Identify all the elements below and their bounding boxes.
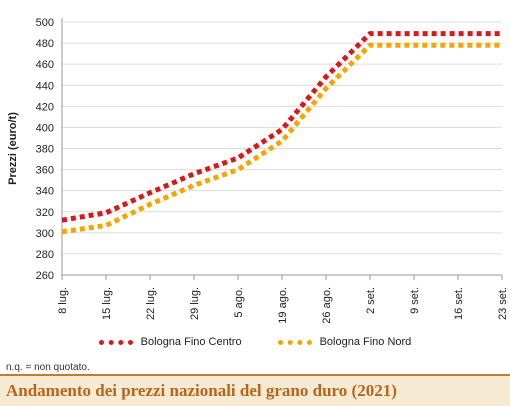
legend-item-centro: Bologna Fino Centro [98, 336, 242, 348]
x-tick-label: 15 lug. [101, 287, 113, 320]
legend-label-nord: Bologna Fino Nord [319, 336, 412, 348]
y-tick-label: 340 [36, 186, 54, 198]
legend-label-centro: Bologna Fino Centro [140, 336, 242, 348]
y-tick-label: 280 [36, 249, 54, 261]
footnote: n.q. = non quotato. [6, 362, 90, 373]
y-tick-label: 480 [36, 38, 54, 50]
y-tick-label: 420 [36, 101, 54, 113]
x-tick-label: 9 set. [409, 287, 421, 314]
x-tick-label: 23 set. [497, 287, 509, 320]
series-line-0 [61, 31, 502, 223]
y-tick-label: 500 [36, 17, 54, 29]
legend-item-nord: Bologna Fino Nord [277, 336, 412, 348]
line-chart: 260 280 300 320 340 360 380 400 420 440 460 480 500 8… [7, 17, 509, 324]
series-line-1 [61, 42, 502, 235]
x-tick-label: 29 lug. [189, 287, 201, 320]
x-tick-label: 26 ago. [321, 287, 333, 324]
x-tick-label: 2 set. [365, 287, 377, 314]
y-tick-label: 300 [36, 228, 54, 240]
legend: Bologna Fino Centro Bologna Fino Nord [0, 330, 510, 354]
y-tick-label: 440 [36, 80, 54, 92]
y-tick-label: 360 [36, 165, 54, 177]
x-tick-label: 22 lug. [145, 287, 157, 320]
chart: 260 280 300 320 340 360 380 400 420 440 460 480 500 8… [7, 17, 509, 324]
x-tick-label: 16 set. [453, 287, 465, 320]
y-tick-label: 320 [36, 207, 54, 219]
chart-caption: Andamento dei prezzi nazionali del grano… [0, 374, 510, 406]
y-axis-title: Prezzi (euro/t) [7, 112, 19, 185]
legend-swatch-centro [98, 339, 133, 345]
x-tick-label: 8 lug. [57, 287, 69, 314]
x-tick-label: 5 ago. [233, 287, 245, 318]
y-tick-label: 380 [36, 144, 54, 156]
y-tick-label: 260 [36, 270, 54, 282]
x-tick-label: 19 ago. [277, 287, 289, 324]
y-tick-label: 460 [36, 59, 54, 71]
y-tick-label: 400 [36, 122, 54, 134]
legend-swatch-nord [277, 339, 312, 345]
